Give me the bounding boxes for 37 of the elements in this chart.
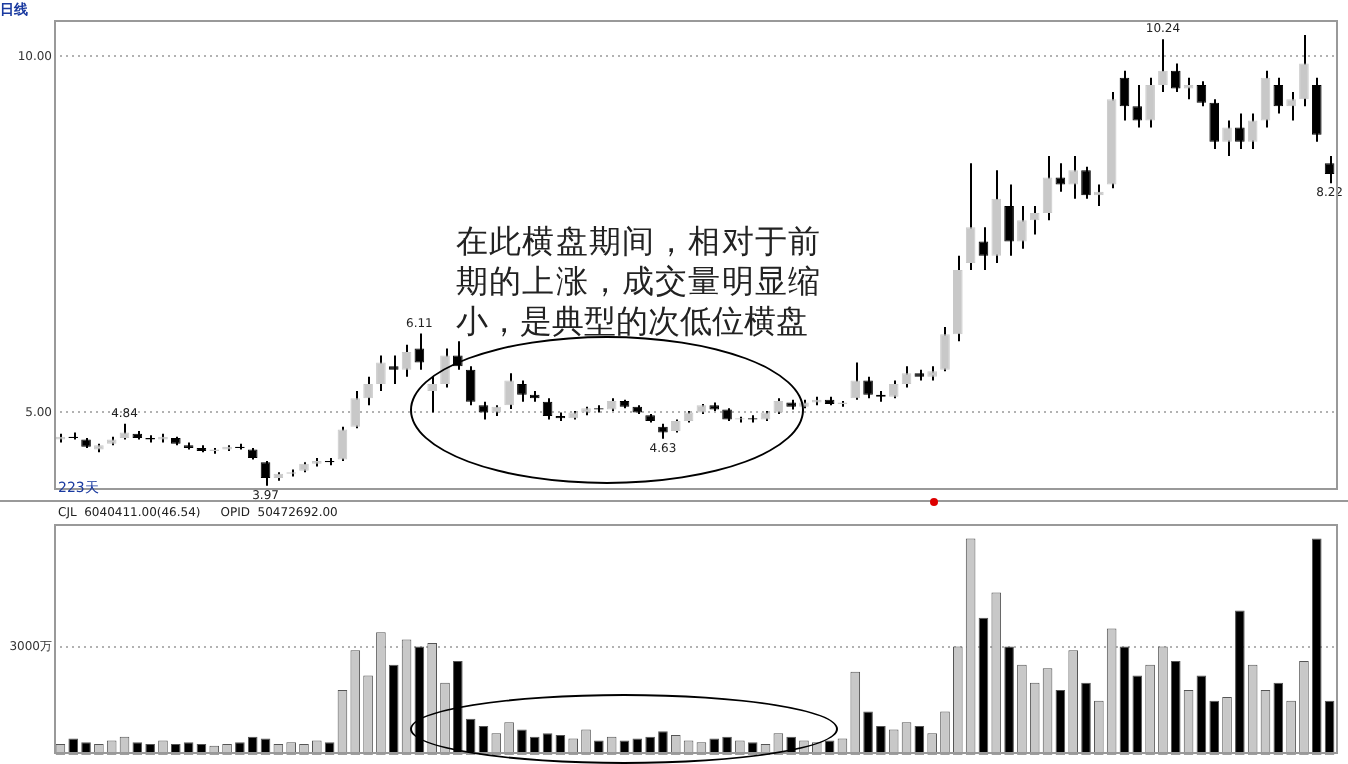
candlestick: [1042, 155, 1053, 222]
candlestick: [1273, 76, 1284, 115]
candlestick: [1222, 119, 1232, 158]
candlestick: [465, 365, 476, 407]
candlestick: [1158, 38, 1168, 94]
candlestick: [901, 365, 912, 389]
candlestick: [1029, 204, 1040, 236]
candlestick: [1170, 62, 1181, 94]
candlestick: [1247, 112, 1258, 150]
candlestick: [1132, 83, 1143, 129]
candlestick: [376, 354, 386, 393]
candlestick: [1119, 69, 1130, 122]
candlestick: [1017, 204, 1027, 250]
candlestick: [1145, 76, 1155, 129]
candlestick: [1209, 98, 1220, 150]
candlestick: [1055, 162, 1066, 193]
candlestick: [1286, 91, 1296, 122]
candlestick: [1004, 183, 1014, 257]
candlestick: [850, 361, 861, 401]
candlestick: [1260, 69, 1271, 129]
candlestick: [504, 372, 514, 410]
candlestick: [965, 162, 976, 272]
candlestick: [978, 226, 989, 272]
candlestick: [350, 390, 361, 430]
candlestick: [1081, 165, 1091, 200]
candlestick: [1311, 76, 1322, 143]
candlestick: [940, 326, 950, 373]
candlestick: [1299, 34, 1309, 108]
candlestick: [1196, 80, 1207, 108]
candlestick: [388, 354, 399, 385]
candlestick: [1324, 155, 1335, 185]
candlestick: [401, 343, 412, 378]
candlestick: [1068, 155, 1078, 200]
candlestick: [440, 347, 450, 389]
candlestick: [427, 375, 437, 414]
annotation: 在此横盘期间，相对于前期的上涨，成交量明显缩小，是典型的次低位横盘: [456, 224, 820, 344]
candlestick: [414, 332, 425, 371]
